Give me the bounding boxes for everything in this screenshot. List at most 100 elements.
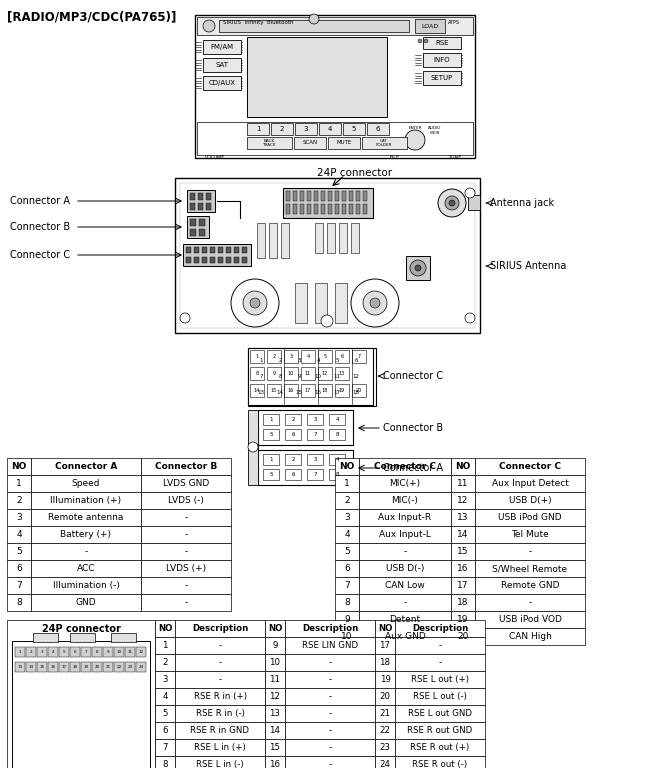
Text: RSE: RSE [435,40,448,46]
Text: 4: 4 [328,126,332,132]
Text: RSE LIN GND: RSE LIN GND [302,641,358,650]
Text: Connector B: Connector B [155,462,217,471]
Bar [342,204,346,214]
Bar [359,594,451,611]
Text: 12: 12 [458,496,469,505]
Bar [247,123,269,135]
Bar [356,204,360,214]
Bar [356,191,360,201]
Text: 7: 7 [313,432,317,437]
Text: 17: 17 [380,641,391,650]
Bar [329,369,345,383]
Bar [335,367,349,380]
Text: 1: 1 [256,126,260,132]
Bar [375,688,395,705]
Text: 9: 9 [106,650,109,654]
Circle shape [250,298,260,308]
Bar [267,367,281,380]
Text: 4: 4 [336,417,339,422]
Bar [359,577,451,594]
Bar [141,492,231,509]
Text: RSE L in (+): RSE L in (+) [194,743,246,752]
Text: Description: Description [192,624,248,633]
Bar [475,543,585,560]
Bar [175,671,265,688]
Bar [335,577,359,594]
Text: -: - [84,547,88,556]
Text: -: - [328,760,332,768]
Bar [475,577,585,594]
Bar [335,526,359,543]
Text: 11: 11 [127,650,132,654]
Text: 3: 3 [313,417,317,422]
Text: 9: 9 [297,373,300,379]
Text: 12: 12 [269,692,280,701]
Text: 6: 6 [291,472,295,477]
Text: 20: 20 [94,665,100,669]
Bar [349,204,353,214]
Circle shape [309,14,319,24]
Circle shape [449,200,455,206]
Text: Connector C: Connector C [383,371,443,381]
Text: CAT
FOLDER: CAT FOLDER [376,139,392,147]
Bar [155,739,175,756]
Bar [451,628,475,645]
Bar [335,475,359,492]
Text: 5: 5 [63,650,66,654]
Text: -: - [404,547,407,556]
Text: -: - [184,547,188,556]
Bar [59,647,69,657]
Text: 4: 4 [16,530,22,539]
Text: 6: 6 [162,726,167,735]
Text: 17: 17 [334,389,341,395]
Text: 14: 14 [458,530,469,539]
Text: 21: 21 [105,665,110,669]
Circle shape [243,291,267,315]
Text: 5: 5 [16,547,22,556]
Text: 17: 17 [305,388,311,393]
Bar [451,458,475,475]
Text: 7: 7 [259,373,263,379]
Text: 2: 2 [278,357,282,362]
Bar [335,204,339,214]
Bar [253,369,269,383]
Text: NO: NO [378,624,392,633]
Bar [285,756,375,768]
Text: 8: 8 [162,760,167,768]
Bar [206,193,211,200]
Bar [180,183,475,328]
Bar [395,620,485,637]
Text: RSE R out (-): RSE R out (-) [412,760,467,768]
Bar [155,756,175,768]
Bar [210,247,215,253]
Bar [318,384,332,397]
Text: 2: 2 [16,496,22,505]
Text: 17: 17 [458,581,469,590]
Bar [310,353,326,367]
Bar [267,350,281,363]
Text: 11: 11 [305,371,311,376]
Bar [12,641,150,768]
Text: 2: 2 [280,126,284,132]
Bar [451,611,475,628]
Text: -: - [328,709,332,718]
Bar [293,204,297,214]
Bar [285,620,375,637]
Text: 1: 1 [259,357,263,362]
Text: Aux Input Detect: Aux Input Detect [491,479,569,488]
Text: 3: 3 [344,513,350,522]
Text: 1: 1 [269,457,273,462]
Bar [318,367,332,380]
Bar [31,475,141,492]
Bar [141,560,231,577]
Bar [319,123,341,135]
Bar [395,722,485,739]
Text: 4: 4 [344,530,350,539]
Text: 6: 6 [354,357,358,362]
Text: 4: 4 [336,457,339,462]
Text: 15: 15 [269,743,280,752]
Bar [310,369,326,383]
Bar [475,509,585,526]
Bar [301,367,315,380]
Bar [328,191,332,201]
